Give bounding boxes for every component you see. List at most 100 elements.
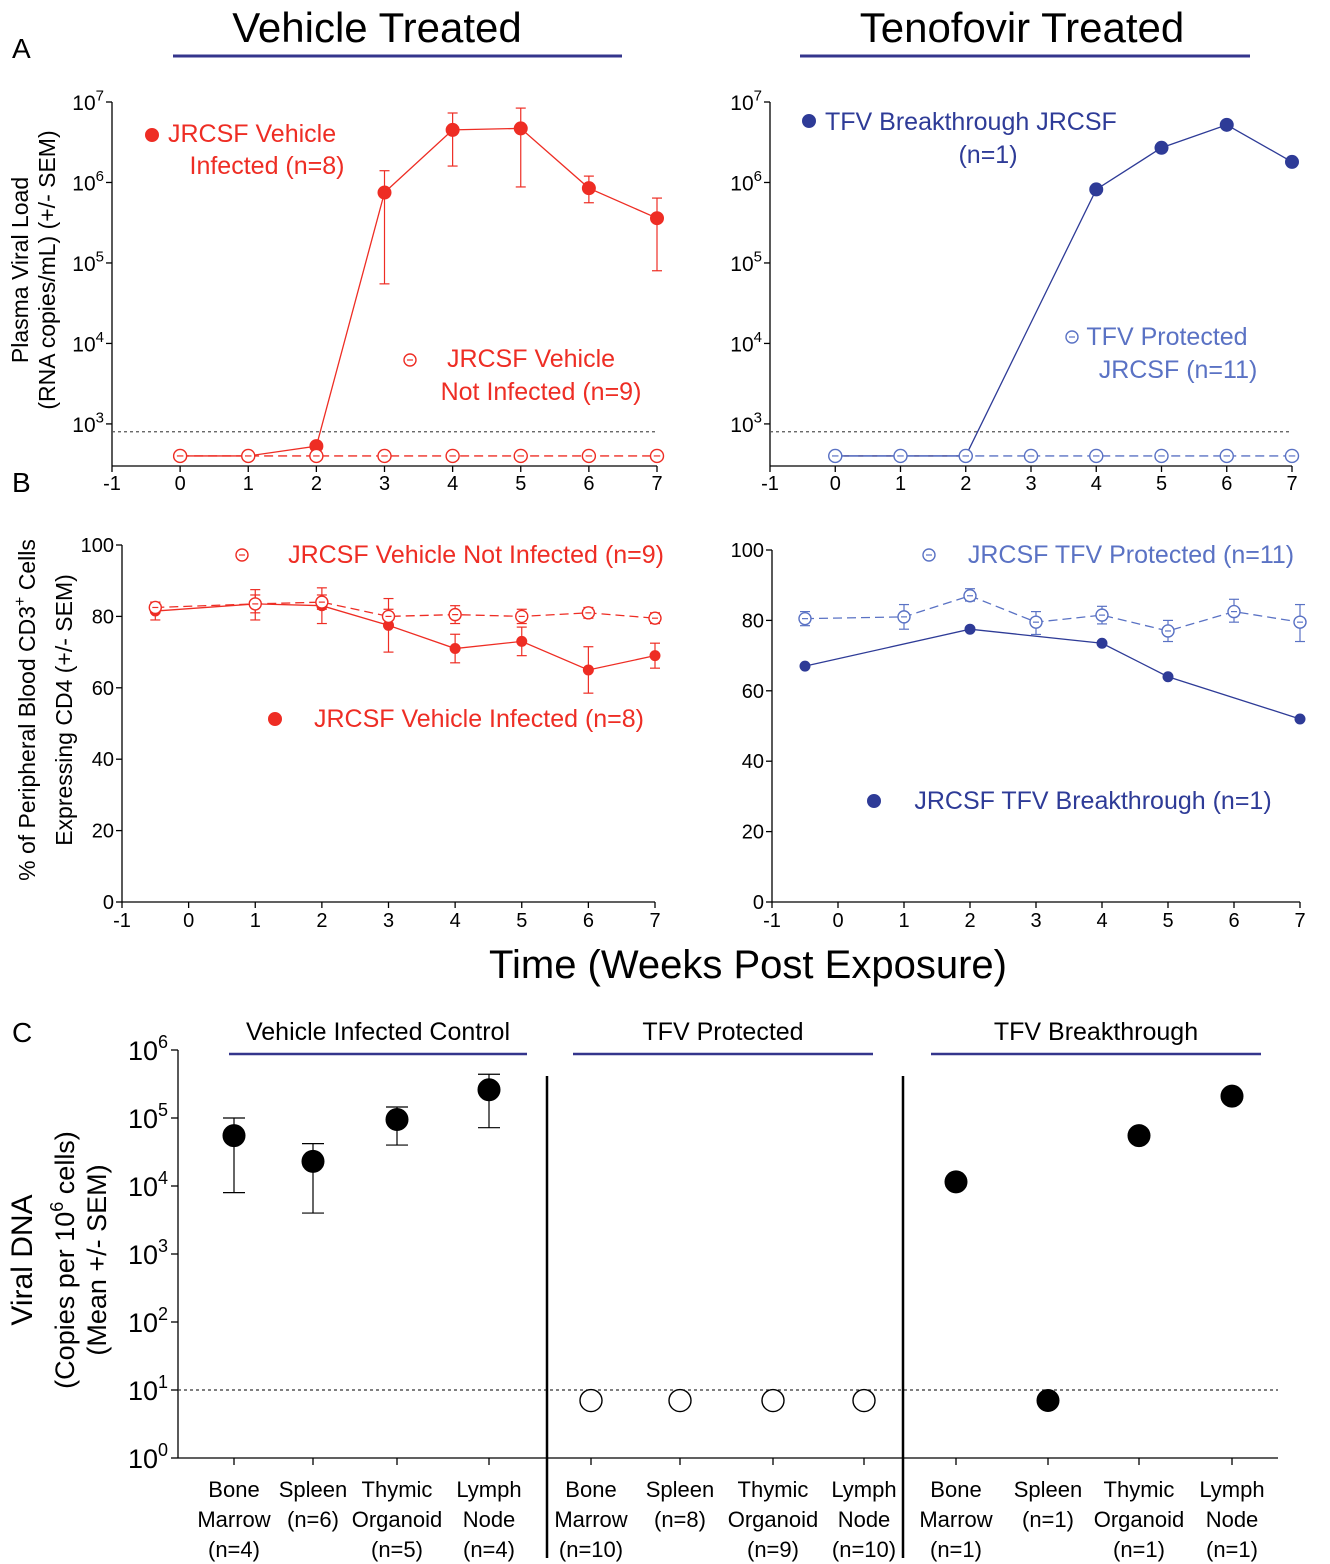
y-tick-label: 107: [72, 88, 104, 115]
data-point: [448, 607, 462, 622]
series-open: [828, 448, 1300, 464]
category-label: (n=4): [208, 1537, 260, 1562]
category-label: Thymic: [1104, 1477, 1175, 1502]
x-tick-label: 3: [1030, 910, 1041, 932]
x-tick-label: 1: [895, 473, 906, 495]
data-point: [828, 448, 843, 464]
data-point: [799, 660, 811, 672]
data-point-ring: [852, 1388, 876, 1413]
x-tick-label: 3: [1025, 473, 1036, 495]
y-axis-label: Plasma Viral Load: [7, 177, 33, 363]
group-tfv-breakthrough: TFV Breakthrough Bone Marrow (n=1) Spleen (n=…: [919, 1018, 1264, 1562]
data-point: [581, 448, 597, 464]
category-label: (n=8): [654, 1507, 706, 1532]
data-point: [477, 1078, 501, 1102]
series-open: [172, 448, 665, 464]
data-point: [761, 1388, 785, 1413]
legend-entry: JRCSF Vehicle Not Infected (n=9): [235, 541, 664, 569]
y-tick-label: 106: [72, 168, 104, 195]
x-tick-label: 2: [316, 910, 327, 932]
y-axis-label: Expressing CD4 (+/- SEM): [51, 574, 77, 846]
y-axis-label: % of Peripheral Blood CD3+ Cells: [12, 539, 40, 881]
y-tick-label: 103: [730, 409, 762, 436]
error-bar: [515, 107, 526, 188]
category-label: Thymic: [738, 1477, 809, 1502]
data-point: [516, 635, 528, 647]
data-point: [148, 600, 163, 615]
legend-label: TFV Breakthrough JRCSF: [825, 108, 1117, 136]
error-bar: [652, 197, 662, 272]
category-label: (n=4): [463, 1537, 515, 1562]
data-point: [515, 609, 529, 624]
category-label: Lymph: [456, 1477, 521, 1502]
y-tick-label: 100: [128, 1440, 168, 1474]
data-point: [301, 1149, 325, 1173]
category-label: Marrow: [554, 1507, 627, 1532]
data-point: [1089, 448, 1104, 464]
x-tick-label: 0: [830, 473, 841, 495]
x-tick-label: 7: [1286, 473, 1297, 495]
y-tick-label: 103: [72, 409, 104, 436]
legend-entry: JRCSF Vehicle Infected (n=8): [268, 705, 644, 733]
legend-label: Infected (n=8): [190, 152, 345, 180]
y-tick-label: 20: [92, 821, 114, 843]
data-point: [172, 448, 188, 464]
data-point: [248, 597, 262, 611]
y-tick-label: 0: [103, 892, 114, 914]
x-tick-label: 5: [515, 473, 526, 495]
legend-label: JRCSF (n=11): [1099, 356, 1258, 384]
series-line: [155, 603, 656, 671]
x-tick-label: 1: [898, 910, 909, 932]
x-tick-label: 5: [1162, 910, 1173, 932]
y-tick-label: 104: [72, 329, 104, 356]
y-tick-label: 80: [92, 606, 114, 628]
category-label: Node: [463, 1507, 516, 1532]
category-label: (n=5): [371, 1537, 423, 1562]
y-tick-label: 60: [92, 678, 114, 700]
category-label: Spleen: [279, 1477, 348, 1502]
y-axis-label: (Copies per 106 cells): [47, 1131, 80, 1389]
data-point: [649, 448, 665, 464]
y-tick-label: 102: [128, 1304, 168, 1338]
data-point: [1227, 604, 1241, 619]
legend-label: JRCSF TFV Protected (n=11): [968, 541, 1294, 569]
x-tick-label: 7: [1294, 910, 1305, 932]
data-point: [1219, 448, 1234, 464]
legend-entry: JRCSF Vehicle Infected (n=8): [145, 120, 345, 180]
x-tick-label: -1: [103, 473, 121, 495]
panel-label-c: C: [12, 1017, 32, 1048]
data-point: [1219, 117, 1234, 132]
series-filled: [149, 587, 661, 694]
group-title: Vehicle Infected Control: [246, 1018, 510, 1046]
x-tick-label: 0: [832, 910, 843, 932]
x-tick-label: 6: [583, 473, 594, 495]
data-point: [1095, 608, 1109, 622]
series-open: [798, 588, 1307, 643]
x-tick-label: 2: [311, 473, 322, 495]
data-point: [1294, 713, 1306, 725]
data-point: [944, 1170, 968, 1194]
data-point: [579, 1388, 603, 1413]
data-point: [1029, 615, 1043, 629]
legend-label: Not Infected (n=9): [441, 378, 642, 406]
x-tick-label: 4: [447, 473, 458, 495]
data-point: [1127, 1124, 1151, 1148]
x-tick-label: 2: [964, 910, 975, 932]
x-tick-label: 5: [1156, 473, 1167, 495]
category-label: Marrow: [919, 1507, 992, 1532]
data-point: [513, 448, 528, 464]
y-tick-label: 105: [72, 249, 104, 276]
data-point: [581, 606, 596, 620]
series-line: [180, 127, 658, 457]
series-line: [155, 601, 656, 619]
x-tick-label: 6: [583, 910, 594, 932]
y-tick-label: 40: [742, 751, 764, 773]
data-point: [377, 185, 392, 200]
x-tick-label: 2: [960, 473, 971, 495]
tenofovir-header-title: Tenofovir Treated: [860, 4, 1185, 51]
data-point: [1284, 448, 1300, 464]
category-label: Lymph: [1199, 1477, 1264, 1502]
data-point: [963, 589, 977, 603]
category-label: (n=9): [747, 1537, 799, 1562]
